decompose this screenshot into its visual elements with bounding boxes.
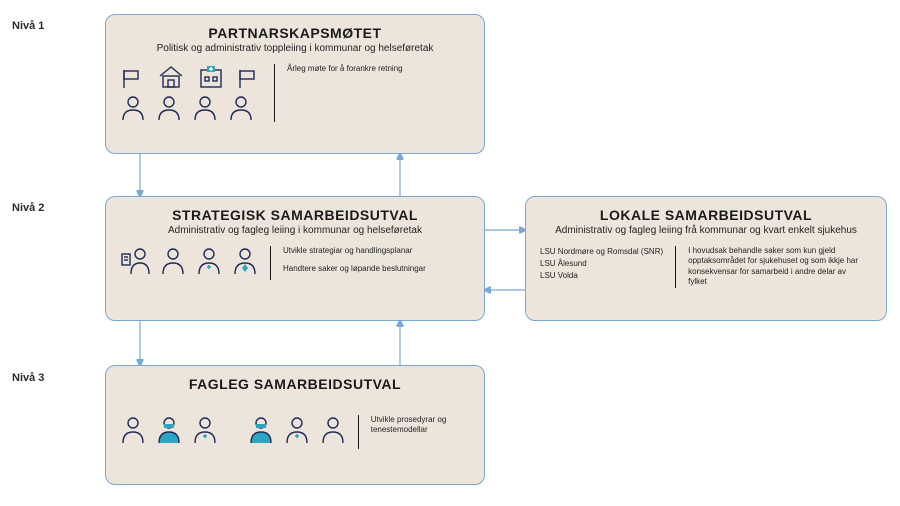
medic-person-icon xyxy=(284,415,310,445)
person-icon xyxy=(160,246,186,276)
box4-title: FAGLEG SAMARBEIDSUTVAL xyxy=(120,376,470,392)
box1-subtitle: Politisk og administrativ toppleiing i k… xyxy=(120,43,470,54)
medic-person-icon xyxy=(192,415,218,445)
divider xyxy=(274,64,275,122)
surgeon-person-icon xyxy=(156,415,182,445)
house-icon xyxy=(156,64,186,90)
box-lokale: LOKALE SAMARBEIDSUTVAL Administrativ og … xyxy=(525,196,887,321)
box3-title: LOKALE SAMARBEIDSUTVAL xyxy=(540,207,872,223)
box3-lsu-list: LSU Nordmøre og Romsdal (SNR) LSU Ålesun… xyxy=(540,246,663,282)
divider xyxy=(270,246,271,280)
medic-person-icon xyxy=(196,246,222,276)
divider xyxy=(358,415,359,449)
box1-note: Årleg møte for å forankre retning xyxy=(287,64,403,74)
person-icon xyxy=(156,94,182,122)
lsu-item: LSU Volda xyxy=(540,270,663,282)
box1-title: PARTNARSKAPSMØTET xyxy=(120,25,470,41)
box-strategisk: STRATEGISK SAMARBEIDSUTVAL Administrativ… xyxy=(105,196,485,321)
person-icon xyxy=(228,94,254,122)
lsu-item: LSU Ålesund xyxy=(540,258,663,270)
clipboard-person-icon xyxy=(120,246,150,276)
box2-note2: Handtere saker og løpande beslutningar xyxy=(283,264,426,274)
box1-icons xyxy=(120,64,262,122)
box3-subtitle: Administrativ og fagleg leiing frå kommu… xyxy=(540,225,872,236)
person-icon xyxy=(120,415,146,445)
divider xyxy=(675,246,676,288)
hospital-icon xyxy=(196,64,226,90)
box2-subtitle: Administrativ og fagleg leiing i kommuna… xyxy=(120,225,470,236)
box-fagleg: FAGLEG SAMARBEIDSUTVAL Utvikle prosedyra… xyxy=(105,365,485,485)
flag-icon xyxy=(236,68,262,90)
badge-person-icon xyxy=(232,246,258,276)
lsu-item: LSU Nordmøre og Romsdal (SNR) xyxy=(540,246,663,258)
box2-title: STRATEGISK SAMARBEIDSUTVAL xyxy=(120,207,470,223)
box-partnarskapsmotet: PARTNARSKAPSMØTET Politisk og administra… xyxy=(105,14,485,154)
box3-note: I hovudsak behandle saker som kun gjeld … xyxy=(688,246,858,288)
box4-icons xyxy=(120,415,346,445)
box2-icons xyxy=(120,246,258,276)
flag-icon xyxy=(120,68,146,90)
box2-note1: Utvikle strategiar og handlingsplanar xyxy=(283,246,426,256)
box4-subtitle xyxy=(120,394,470,405)
person-icon xyxy=(192,94,218,122)
surgeon-person-icon xyxy=(248,415,274,445)
person-icon xyxy=(320,415,346,445)
box4-note: Utvikle prosedyrar og tenestemodellar xyxy=(371,415,470,436)
person-icon xyxy=(120,94,146,122)
